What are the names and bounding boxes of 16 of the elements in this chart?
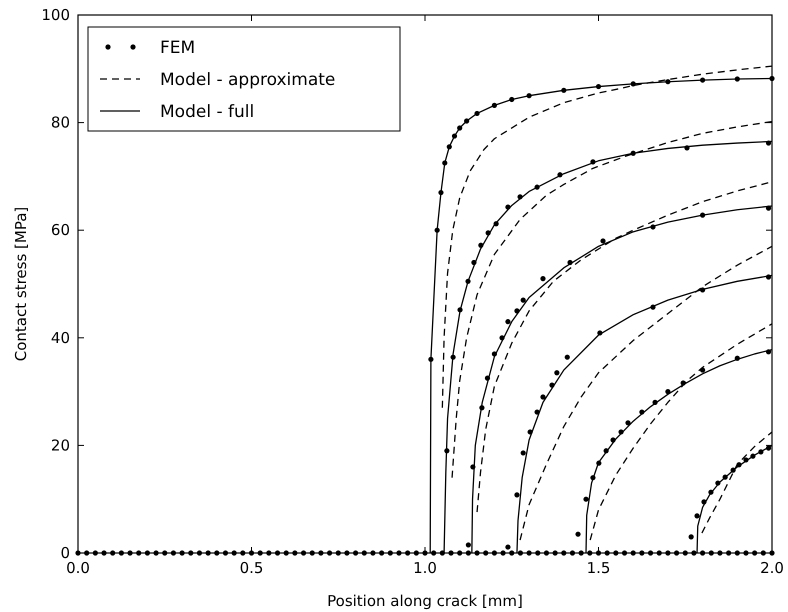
y-tick-label: 0 xyxy=(60,544,70,562)
x-tick-label: 0.5 xyxy=(240,559,264,577)
x-tick-label: 2.0 xyxy=(760,559,784,577)
legend-label: FEM xyxy=(160,38,196,58)
y-axis-title: Contact stress [MPa] xyxy=(12,206,30,362)
x-axis-title: Position along crack [mm] xyxy=(327,592,523,610)
y-tick-label: 40 xyxy=(50,328,70,347)
legend-label: Model - approximate xyxy=(160,70,336,90)
y-tick-label: 60 xyxy=(50,221,70,240)
legend-label: Model - full xyxy=(160,102,254,122)
y-tick-label: 80 xyxy=(50,114,70,132)
x-tick-label: 0.0 xyxy=(66,559,90,577)
y-tick-label: 20 xyxy=(50,436,70,454)
y-tick-label: 100 xyxy=(41,6,70,24)
x-tick-label: 1.5 xyxy=(586,559,610,577)
x-tick-label: 1.0 xyxy=(413,559,437,577)
